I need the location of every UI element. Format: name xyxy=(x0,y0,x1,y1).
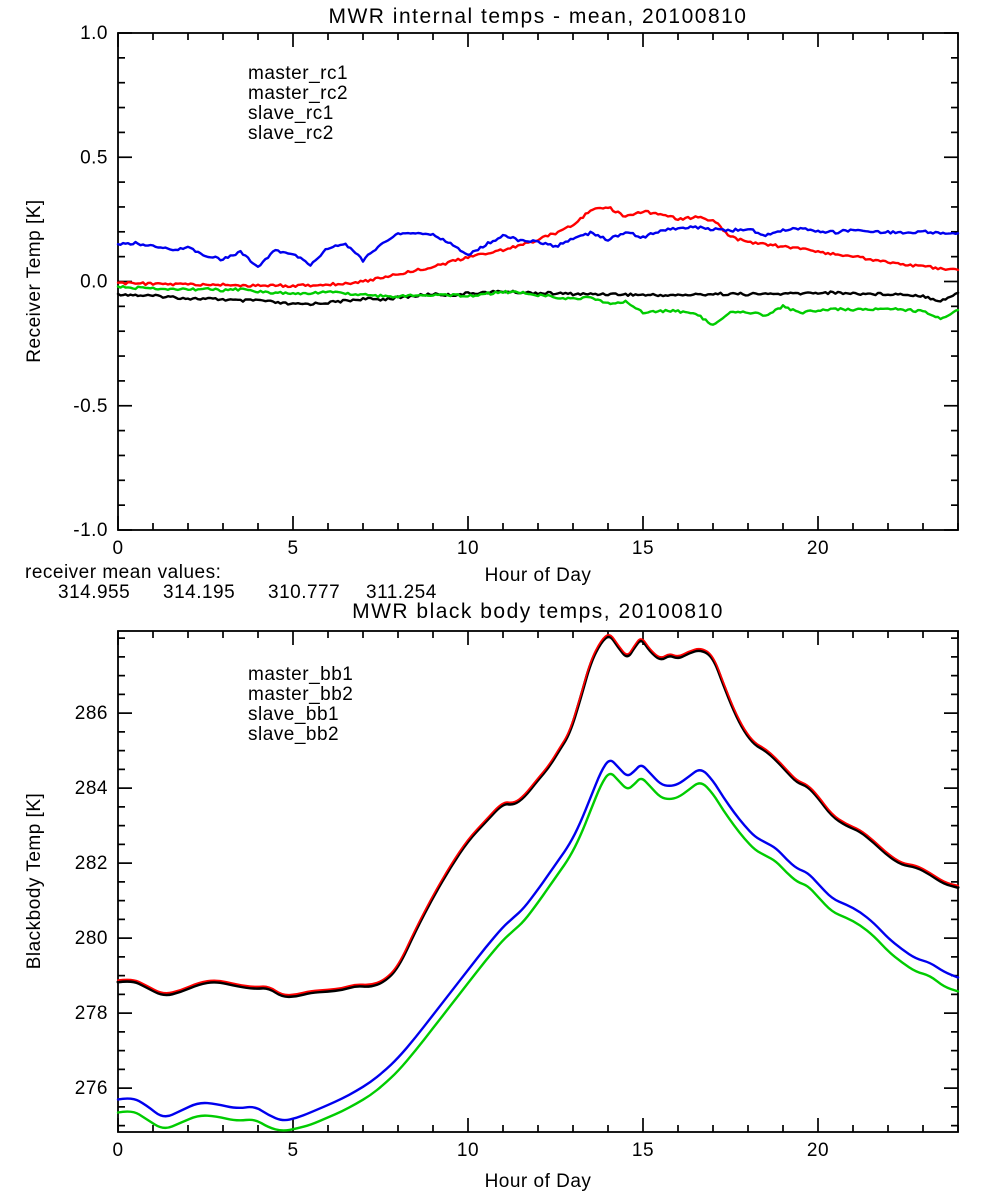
receiver-mean-values-label: receiver mean values: xyxy=(25,562,221,583)
chart2-xaxis-label: Hour of Day xyxy=(485,1171,592,1192)
y-tick-label: -1.0 xyxy=(73,520,108,541)
chart1-xaxis-label: Hour of Day xyxy=(485,565,592,586)
mean-value-slave_rc2: 311.254 xyxy=(366,582,437,603)
chart1-title: MWR internal temps - mean, 20100810 xyxy=(328,5,747,28)
chart1-legend-item-master_rc1: master_rc1 xyxy=(248,63,348,84)
x-tick-label: 15 xyxy=(632,1140,654,1161)
series-line-master_bb2 xyxy=(117,634,959,996)
series-line-slave_rc1 xyxy=(116,225,960,268)
x-tick-label: 0 xyxy=(112,1140,123,1161)
x-tick-label: 0 xyxy=(112,538,123,559)
y-tick-label: 280 xyxy=(75,928,108,949)
plot-frame xyxy=(117,630,959,1133)
series-line-slave_rc2 xyxy=(116,285,960,326)
plot-drawn-layer: 0 5 10 15 201.00.50.0-0.5-1.00 5 10 15 202762782… xyxy=(73,23,960,1161)
mean-value-master_rc2: 314.195 xyxy=(163,582,235,603)
y-tick-label: 282 xyxy=(75,853,108,874)
chart1-legend-item-slave_rc1: slave_rc1 xyxy=(248,103,334,124)
series-line-master_rc1 xyxy=(116,289,960,307)
y-tick-label: 0.5 xyxy=(80,147,108,168)
chart2-title: MWR black body temps, 20100810 xyxy=(352,600,724,623)
x-tick-label: 10 xyxy=(457,1140,479,1161)
chart1-legend-item-master_rc2: master_rc2 xyxy=(248,83,348,104)
y-tick-label: 284 xyxy=(75,778,108,799)
series-line-master_bb1 xyxy=(116,635,960,999)
chart1-legend-item-slave_rc2: slave_rc2 xyxy=(248,123,334,144)
x-tick-label: 10 xyxy=(457,538,479,559)
chart2-legend-item-slave_bb2: slave_bb2 xyxy=(248,724,339,745)
series-line-slave_bb2 xyxy=(116,772,960,1132)
chart2-legend-item-master_bb1: master_bb1 xyxy=(248,664,353,685)
y-tick-label: 276 xyxy=(75,1078,108,1099)
mean-value-master_rc1: 314.955 xyxy=(58,582,130,603)
mean-value-slave_rc1: 310.777 xyxy=(268,582,340,603)
chart2-legend-item-slave_bb1: slave_bb1 xyxy=(248,704,339,725)
chart1-yaxis-label: Receiver Temp [K] xyxy=(24,199,45,362)
chart2-yaxis-label: Blackbody Temp [K] xyxy=(24,793,45,970)
x-tick-label: 20 xyxy=(807,1140,829,1161)
y-tick-label: 278 xyxy=(75,1003,108,1024)
x-tick-label: 15 xyxy=(632,538,654,559)
x-tick-label: 5 xyxy=(287,1140,298,1161)
series-line-master_rc2 xyxy=(116,206,960,289)
series-line-slave_bb1 xyxy=(116,759,960,1122)
y-tick-label: 1.0 xyxy=(80,23,108,44)
y-tick-label: 286 xyxy=(75,703,108,724)
plot-frame xyxy=(117,32,959,531)
x-tick-label: 20 xyxy=(807,538,829,559)
x-tick-label: 5 xyxy=(287,538,298,559)
chart2-legend-item-master_bb2: master_bb2 xyxy=(248,684,353,705)
y-tick-label: 0.0 xyxy=(80,272,108,293)
y-tick-label: -0.5 xyxy=(73,396,108,417)
